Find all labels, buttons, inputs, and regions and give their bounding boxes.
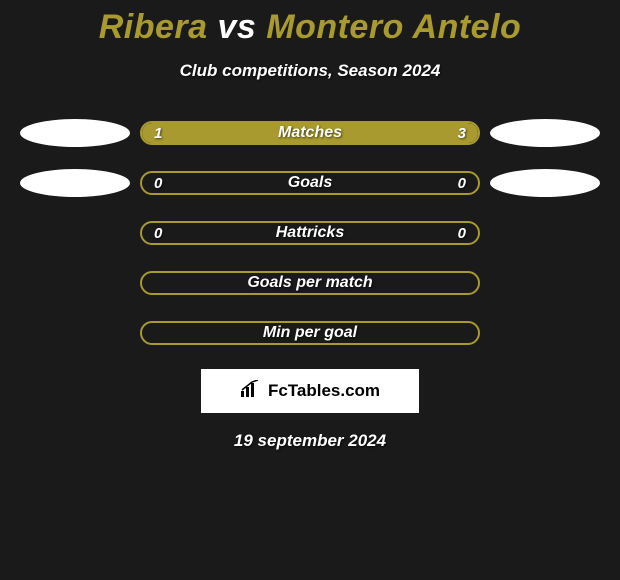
chart-icon (240, 380, 262, 403)
stat-label: Goals (142, 173, 478, 193)
subtitle: Club competitions, Season 2024 (0, 61, 620, 81)
stat-bar: Matches1 3 (140, 121, 480, 145)
stat-row: Goals0 0 (0, 169, 620, 197)
stat-row: Matches1 3 (0, 119, 620, 147)
team-b-name: Montero Antelo (266, 8, 521, 46)
stat-row: Hattricks0 0 (0, 219, 620, 247)
stat-bar: Goals0 0 (140, 171, 480, 195)
stat-value-left: 1 (154, 123, 162, 143)
vs-text: vs (217, 8, 256, 46)
stat-value-right: 0 (458, 173, 466, 193)
stat-value-right: 0 (458, 223, 466, 243)
team-a-ellipse (20, 169, 130, 197)
stat-row: Min per goal (0, 319, 620, 347)
team-a-name: Ribera (99, 8, 208, 46)
stat-bar: Min per goal (140, 321, 480, 345)
logo-text: FcTables.com (268, 381, 380, 401)
stat-label: Goals per match (142, 273, 478, 293)
stat-value-left: 0 (154, 223, 162, 243)
logo-box: FcTables.com (201, 369, 419, 413)
stat-row: Goals per match (0, 269, 620, 297)
stat-label: Matches (142, 123, 478, 143)
team-b-ellipse (490, 119, 600, 147)
stats-rows: Matches13Goals00Hattricks00Goals per mat… (0, 119, 620, 347)
team-a-ellipse (20, 119, 130, 147)
stat-value-left: 0 (154, 173, 162, 193)
stat-bar: Hattricks0 0 (140, 221, 480, 245)
comparison-title: Ribera vs Montero Antelo (0, 8, 620, 47)
date-text: 19 september 2024 (0, 431, 620, 451)
stat-bar: Goals per match (140, 271, 480, 295)
stat-label: Hattricks (142, 223, 478, 243)
team-b-ellipse (490, 169, 600, 197)
stat-label: Min per goal (142, 323, 478, 343)
infographic-container: Ribera vs Montero Antelo Club competitio… (0, 0, 620, 451)
stat-value-right: 3 (458, 123, 466, 143)
